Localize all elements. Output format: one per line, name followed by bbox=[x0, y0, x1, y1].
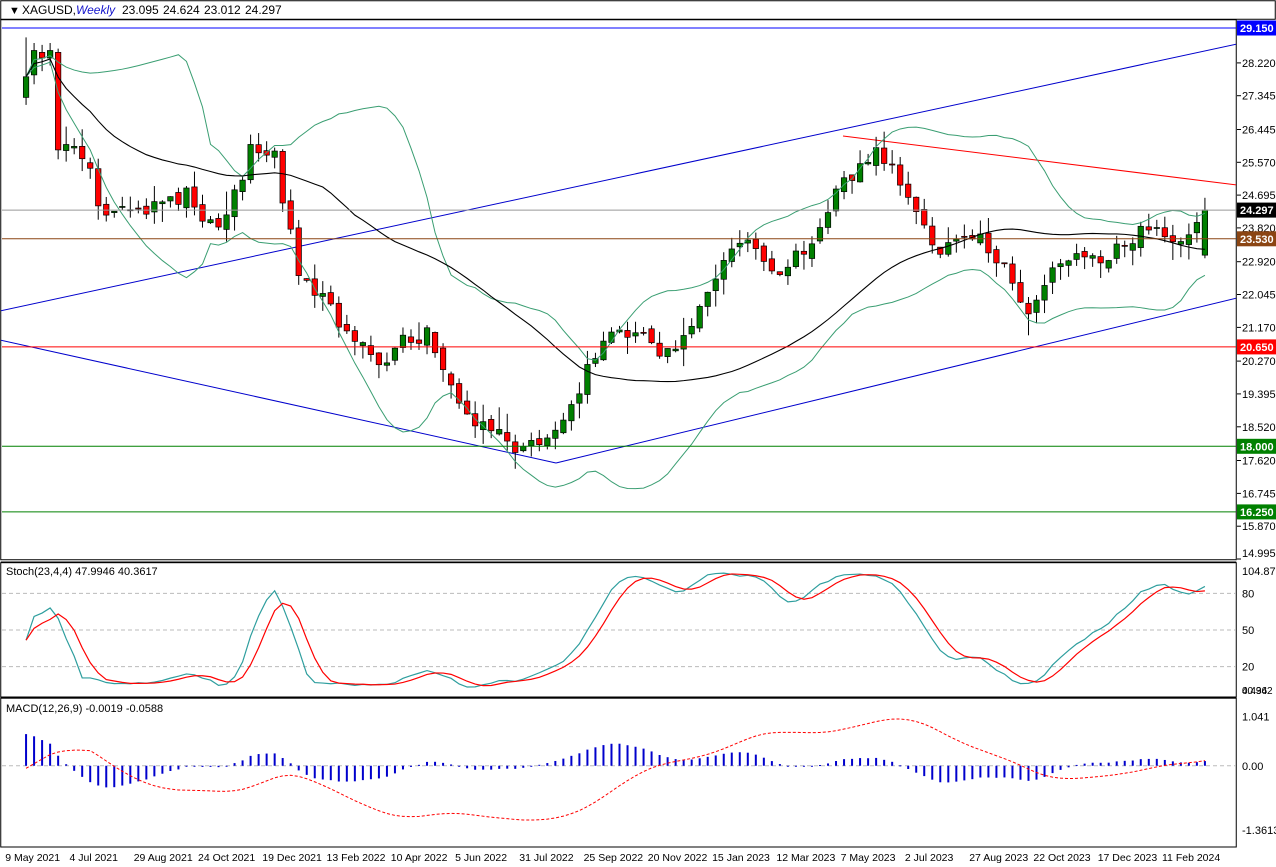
svg-text:4 Jul 2021: 4 Jul 2021 bbox=[70, 852, 119, 864]
svg-text:27 Aug 2023: 27 Aug 2023 bbox=[969, 852, 1028, 864]
svg-text:80: 80 bbox=[1242, 588, 1254, 600]
svg-text:MACD(12,26,9) -0.0019 -0.0588: MACD(12,26,9) -0.0019 -0.0588 bbox=[6, 703, 163, 715]
svg-text:16.250: 16.250 bbox=[1240, 507, 1274, 519]
svg-text:20 Nov 2022: 20 Nov 2022 bbox=[648, 852, 708, 864]
svg-text:15.870: 15.870 bbox=[1242, 521, 1276, 533]
svg-text:18.520: 18.520 bbox=[1242, 422, 1276, 434]
svg-text:20.650: 20.650 bbox=[1240, 342, 1274, 354]
svg-text:14.995: 14.995 bbox=[1242, 548, 1276, 560]
svg-text:▼: ▼ bbox=[9, 5, 20, 17]
svg-text:2 Jul 2023: 2 Jul 2023 bbox=[905, 852, 954, 864]
svg-text:Stoch(23,4,4) 47.9946 40.3617: Stoch(23,4,4) 47.9946 40.3617 bbox=[6, 566, 158, 578]
svg-text:XAGUSD,: XAGUSD, bbox=[22, 3, 76, 17]
svg-text:24.297: 24.297 bbox=[1240, 205, 1274, 217]
svg-text:15 Jan 2023: 15 Jan 2023 bbox=[712, 852, 770, 864]
svg-text:28.220: 28.220 bbox=[1242, 58, 1276, 70]
svg-text:29.150: 29.150 bbox=[1240, 23, 1274, 35]
svg-text:-1.3613: -1.3613 bbox=[1242, 825, 1276, 837]
svg-text:20.270: 20.270 bbox=[1242, 356, 1276, 368]
svg-text:13 Feb 2022: 13 Feb 2022 bbox=[327, 852, 386, 864]
svg-text:31 Jul 2022: 31 Jul 2022 bbox=[519, 852, 573, 864]
svg-text:22.045: 22.045 bbox=[1242, 290, 1276, 302]
svg-text:16.745: 16.745 bbox=[1242, 488, 1276, 500]
svg-text:23.095: 23.095 bbox=[122, 3, 159, 17]
svg-text:24.695: 24.695 bbox=[1242, 190, 1276, 202]
svg-text:21.170: 21.170 bbox=[1242, 322, 1276, 334]
svg-text:12 Mar 2023: 12 Mar 2023 bbox=[776, 852, 835, 864]
svg-text:24.297: 24.297 bbox=[245, 3, 282, 17]
svg-text:104.8787: 104.8787 bbox=[1242, 566, 1276, 578]
svg-text:22.920: 22.920 bbox=[1242, 257, 1276, 269]
svg-text:29 Aug 2021: 29 Aug 2021 bbox=[134, 852, 193, 864]
svg-text:27.345: 27.345 bbox=[1242, 91, 1276, 103]
svg-text:17.620: 17.620 bbox=[1242, 456, 1276, 468]
svg-text:17 Dec 2023: 17 Dec 2023 bbox=[1098, 852, 1158, 864]
svg-text:25 Sep 2022: 25 Sep 2022 bbox=[584, 852, 644, 864]
svg-text:26.445: 26.445 bbox=[1242, 125, 1276, 137]
svg-text:50: 50 bbox=[1242, 625, 1254, 637]
svg-text:9 May 2021: 9 May 2021 bbox=[5, 852, 60, 864]
svg-text:25.570: 25.570 bbox=[1242, 157, 1276, 169]
svg-text:Weekly: Weekly bbox=[76, 3, 116, 17]
svg-text:20: 20 bbox=[1242, 662, 1254, 674]
svg-text:22 Oct 2023: 22 Oct 2023 bbox=[1033, 852, 1090, 864]
svg-text:19 Dec 2021: 19 Dec 2021 bbox=[262, 852, 322, 864]
svg-text:24.624: 24.624 bbox=[163, 3, 200, 17]
svg-text:10 Apr 2022: 10 Apr 2022 bbox=[391, 852, 448, 864]
svg-text:1.041: 1.041 bbox=[1242, 712, 1270, 724]
svg-text:19.395: 19.395 bbox=[1242, 389, 1276, 401]
svg-text:5 Jun 2022: 5 Jun 2022 bbox=[455, 852, 507, 864]
svg-text:11 Feb 2024: 11 Feb 2024 bbox=[1162, 852, 1220, 864]
svg-text:23.530: 23.530 bbox=[1240, 234, 1274, 246]
svg-text:24 Oct 2021: 24 Oct 2021 bbox=[198, 852, 255, 864]
svg-text:0.00: 0.00 bbox=[1242, 761, 1263, 773]
svg-text:18.000: 18.000 bbox=[1240, 441, 1274, 453]
svg-text:7 May 2023: 7 May 2023 bbox=[841, 852, 896, 864]
svg-text:23.012: 23.012 bbox=[204, 3, 241, 17]
svg-text:40.36: 40.36 bbox=[1242, 686, 1267, 697]
